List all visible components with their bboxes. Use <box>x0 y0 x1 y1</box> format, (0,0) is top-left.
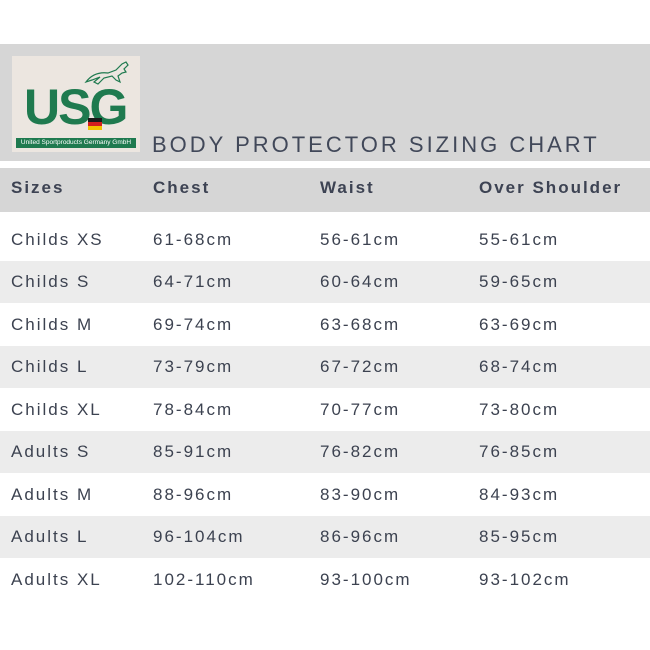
chest-cell: 96-104cm <box>153 527 245 546</box>
table-row: Childs M 69-74cm 63-68cm 63-69cm <box>0 304 650 346</box>
logo-tagline: United Sportproducts Germany GmbH <box>16 138 136 148</box>
chest-cell: 102-110cm <box>153 570 255 589</box>
table-row: Childs XS 61-68cm 56-61cm 55-61cm <box>0 219 650 261</box>
chest-cell: 73-79cm <box>153 357 234 376</box>
over-shoulder-cell: 63-69cm <box>479 315 560 334</box>
over-shoulder-cell: 93-102cm <box>479 570 571 589</box>
table-row: Adults XL 102-110cm 93-100cm 93-102cm <box>0 559 650 601</box>
over-shoulder-cell: 76-85cm <box>479 442 560 461</box>
table-row: Childs XL 78-84cm 70-77cm 73-80cm <box>0 389 650 431</box>
size-cell: Childs XL <box>11 400 102 419</box>
logo-letters: USG <box>24 79 128 135</box>
usg-logo: USG United Sportproducts Germany GmbH <box>12 56 140 152</box>
table-header-row: Sizes Chest Waist Over Shoulder <box>0 168 650 212</box>
over-shoulder-cell: 73-80cm <box>479 400 560 419</box>
table-row: Adults S 85-91cm 76-82cm 76-85cm <box>0 431 650 473</box>
german-flag-icon <box>88 118 102 130</box>
waist-cell: 56-61cm <box>320 230 401 249</box>
chest-cell: 64-71cm <box>153 272 234 291</box>
column-header-sizes: Sizes <box>11 178 65 197</box>
table-row: Adults M 88-96cm 83-90cm 84-93cm <box>0 474 650 516</box>
size-cell: Childs S <box>11 272 91 291</box>
size-cell: Childs M <box>11 315 94 334</box>
size-cell: Adults L <box>11 527 89 546</box>
waist-cell: 83-90cm <box>320 485 401 504</box>
over-shoulder-cell: 55-61cm <box>479 230 560 249</box>
size-cell: Adults XL <box>11 570 102 589</box>
chest-cell: 61-68cm <box>153 230 234 249</box>
table-row: Childs L 73-79cm 67-72cm 68-74cm <box>0 346 650 388</box>
size-cell: Adults S <box>11 442 91 461</box>
over-shoulder-cell: 68-74cm <box>479 357 560 376</box>
size-cell: Childs XS <box>11 230 104 249</box>
over-shoulder-cell: 85-95cm <box>479 527 560 546</box>
waist-cell: 76-82cm <box>320 442 401 461</box>
chest-cell: 85-91cm <box>153 442 234 461</box>
table-row: Adults L 96-104cm 86-96cm 85-95cm <box>0 516 650 558</box>
waist-cell: 63-68cm <box>320 315 401 334</box>
over-shoulder-cell: 59-65cm <box>479 272 560 291</box>
horse-icon <box>84 61 129 85</box>
waist-cell: 86-96cm <box>320 527 401 546</box>
waist-cell: 67-72cm <box>320 357 401 376</box>
over-shoulder-cell: 84-93cm <box>479 485 560 504</box>
table-row: Childs S 64-71cm 60-64cm 59-65cm <box>0 261 650 303</box>
column-header-waist: Waist <box>320 178 375 197</box>
size-cell: Childs L <box>11 357 89 376</box>
waist-cell: 60-64cm <box>320 272 401 291</box>
chart-header: USG United Sportproducts Germany GmbH BO… <box>0 44 650 161</box>
divider <box>0 161 650 168</box>
chest-cell: 69-74cm <box>153 315 234 334</box>
column-header-chest: Chest <box>153 178 211 197</box>
waist-cell: 70-77cm <box>320 400 401 419</box>
page-title: BODY PROTECTOR SIZING CHART <box>152 132 600 157</box>
column-header-over-shoulder: Over Shoulder <box>479 178 623 197</box>
chest-cell: 88-96cm <box>153 485 234 504</box>
chest-cell: 78-84cm <box>153 400 234 419</box>
size-cell: Adults M <box>11 485 94 504</box>
waist-cell: 93-100cm <box>320 570 412 589</box>
